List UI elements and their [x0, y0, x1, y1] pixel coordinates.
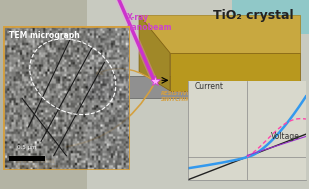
Text: X-ray
nanobeam: X-ray nanobeam — [127, 13, 172, 32]
Polygon shape — [139, 15, 300, 53]
Text: STRUCTURAL
MODIFICATION: STRUCTURAL MODIFICATION — [15, 159, 61, 170]
Polygon shape — [139, 15, 170, 91]
Text: Current: Current — [194, 82, 223, 91]
FancyArrowPatch shape — [66, 86, 153, 147]
Text: TiO₂ crystal: TiO₂ crystal — [213, 9, 294, 22]
FancyBboxPatch shape — [232, 0, 309, 34]
Text: RESISTIVE
SWITCHING: RESISTIVE SWITCHING — [161, 91, 195, 101]
Bar — [10, 156, 45, 161]
Text: 0.5 μm: 0.5 μm — [17, 145, 37, 150]
Text: Voltage: Voltage — [271, 132, 300, 141]
Text: TEM micrograph: TEM micrograph — [10, 31, 80, 40]
Polygon shape — [170, 53, 300, 91]
Polygon shape — [87, 76, 297, 98]
FancyBboxPatch shape — [87, 0, 309, 189]
